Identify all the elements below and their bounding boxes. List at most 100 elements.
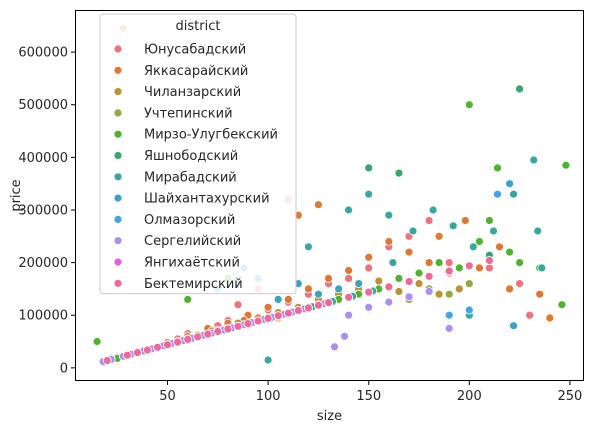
data-point — [464, 279, 474, 289]
x-axis: 50 100 150 200 250 — [159, 381, 582, 404]
legend-marker — [113, 151, 123, 160]
data-point — [505, 179, 515, 189]
legend: district Юнусабадский Яккасарайский Чиланз… — [99, 13, 297, 295]
legend-label: Олмазорский — [144, 213, 235, 228]
data-point — [509, 189, 518, 199]
legend-label: Бектемирский — [144, 277, 243, 292]
data-point — [233, 300, 243, 310]
legend-marker — [113, 129, 123, 139]
data-point — [493, 189, 502, 199]
data-point — [529, 155, 539, 165]
y-tick-label: 100000 — [18, 309, 68, 324]
data-point — [484, 256, 494, 265]
data-point — [374, 276, 384, 286]
legend-label: Яккасарайский — [144, 64, 248, 79]
data-point — [334, 284, 344, 294]
data-point — [330, 342, 339, 352]
data-point — [505, 284, 515, 294]
legend-marker — [113, 87, 123, 96]
legend-marker — [113, 108, 123, 118]
data-point — [173, 337, 183, 347]
data-point — [364, 302, 374, 312]
data-point — [142, 345, 152, 355]
data-point — [505, 247, 515, 257]
y-tick-label: 200000 — [18, 256, 68, 271]
data-point — [344, 266, 354, 275]
legend-box — [99, 13, 297, 295]
x-tick-label: 150 — [356, 389, 381, 404]
data-point — [384, 237, 394, 246]
data-point — [424, 271, 434, 281]
data-point — [364, 252, 374, 262]
data-point — [394, 287, 404, 296]
data-point — [92, 337, 102, 346]
data-point — [414, 279, 424, 289]
data-point — [303, 242, 313, 252]
data-point — [354, 279, 364, 289]
data-point — [460, 216, 470, 225]
data-point — [263, 302, 273, 312]
data-point — [424, 216, 434, 225]
data-point — [183, 294, 193, 304]
data-point — [444, 310, 454, 320]
data-point — [561, 160, 571, 170]
data-point — [263, 313, 273, 323]
legend-marker — [113, 65, 123, 75]
legend-title: district — [176, 19, 221, 34]
data-point — [223, 324, 233, 334]
data-point — [153, 342, 162, 352]
data-point — [303, 303, 313, 313]
legend-items: Юнусабадский Яккасарайский Чиланзарский Учт… — [113, 43, 278, 292]
legend-label: Юнусабадский — [144, 43, 246, 58]
data-point — [344, 310, 354, 320]
data-point — [364, 163, 374, 173]
y-axis-label: price — [9, 179, 24, 211]
data-point — [428, 205, 438, 215]
data-point — [489, 226, 498, 236]
legend-label: Мирзо-Улугбекский — [144, 128, 278, 143]
data-point — [384, 210, 394, 220]
x-tick-label: 50 — [159, 389, 176, 404]
legend-label: Мирабадский — [144, 170, 237, 185]
y-tick-label: 400000 — [18, 151, 68, 166]
legend-marker — [113, 193, 123, 203]
x-tick-label: 200 — [457, 389, 482, 404]
data-point — [515, 279, 524, 289]
data-point — [253, 316, 263, 326]
data-point — [163, 340, 172, 350]
data-point — [537, 263, 547, 273]
data-point — [364, 189, 374, 199]
data-point — [444, 289, 454, 299]
legend-marker — [113, 278, 123, 288]
data-point — [448, 221, 458, 231]
data-point — [102, 356, 112, 365]
data-point — [394, 273, 404, 283]
legend-marker — [113, 172, 123, 182]
data-point — [324, 298, 333, 308]
y-tick-label: 600000 — [18, 46, 68, 61]
data-point — [434, 258, 444, 268]
data-point — [484, 216, 494, 225]
data-point — [434, 289, 444, 299]
data-point — [193, 332, 203, 342]
data-point — [394, 168, 404, 178]
data-point — [509, 321, 518, 331]
y-tick-label: 500000 — [18, 98, 68, 113]
data-point — [384, 282, 394, 292]
y-axis: 0 100000 200000 300000 400000 500000 600000 — [18, 46, 75, 376]
data-point — [313, 200, 323, 210]
data-point — [122, 350, 132, 360]
data-point — [515, 84, 524, 94]
data-point — [557, 300, 567, 310]
legend-label: Шайхантахурский — [144, 192, 270, 207]
data-point — [344, 205, 354, 215]
legend-marker — [113, 44, 123, 54]
data-point — [545, 313, 555, 323]
data-point — [515, 258, 524, 268]
data-point — [213, 327, 223, 336]
data-point — [273, 311, 283, 321]
data-point — [495, 242, 504, 252]
data-point — [344, 273, 354, 283]
data-point — [454, 284, 464, 294]
